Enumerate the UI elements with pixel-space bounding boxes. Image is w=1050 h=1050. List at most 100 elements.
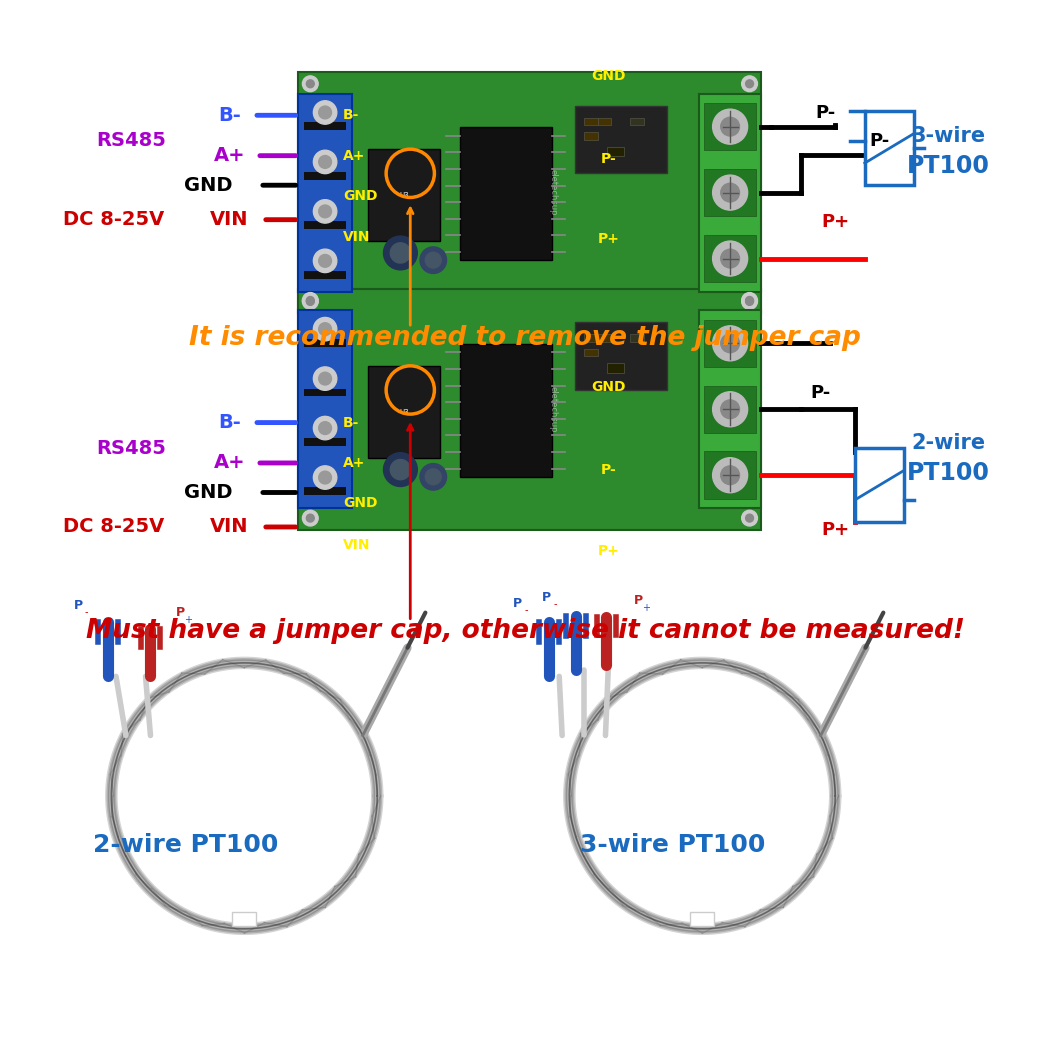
Circle shape	[746, 80, 754, 88]
Text: A+: A+	[214, 146, 246, 165]
Circle shape	[313, 417, 337, 440]
Bar	[865, 111, 915, 185]
Bar	[704, 103, 756, 150]
Bar	[303, 438, 346, 446]
Circle shape	[307, 80, 314, 88]
Text: GND: GND	[591, 69, 626, 83]
Circle shape	[302, 510, 318, 526]
Text: VIN: VIN	[342, 538, 371, 551]
Circle shape	[313, 249, 337, 273]
Bar	[597, 335, 611, 341]
Circle shape	[319, 372, 332, 385]
Circle shape	[391, 460, 411, 480]
Bar	[303, 388, 346, 397]
Text: -: -	[553, 600, 556, 609]
Text: P-: P-	[815, 104, 836, 122]
Bar	[585, 132, 597, 140]
Text: P-: P-	[601, 151, 616, 166]
Bar	[704, 452, 756, 499]
Text: Must have a jumper cap, otherwise it cannot be measured!: Must have a jumper cap, otherwise it can…	[85, 618, 965, 645]
Text: It is recommended to remove the jumper cap: It is recommended to remove the jumper c…	[189, 324, 861, 351]
Text: U3: U3	[399, 408, 408, 415]
Circle shape	[713, 326, 748, 361]
Text: PT100: PT100	[907, 461, 990, 485]
Circle shape	[713, 458, 748, 492]
Text: GND: GND	[184, 175, 232, 194]
Text: A+: A+	[342, 456, 365, 470]
Bar	[574, 106, 667, 173]
Circle shape	[302, 293, 318, 309]
Circle shape	[420, 247, 446, 273]
Bar	[585, 118, 597, 125]
Circle shape	[713, 242, 748, 276]
Text: PT100: PT100	[907, 153, 990, 177]
Circle shape	[319, 106, 332, 119]
Text: P: P	[175, 606, 185, 619]
Bar	[704, 169, 756, 216]
Bar	[597, 118, 611, 125]
Text: P: P	[513, 597, 523, 610]
Circle shape	[319, 322, 332, 336]
Bar	[232, 912, 256, 926]
Circle shape	[319, 471, 332, 484]
Bar	[368, 149, 440, 240]
Circle shape	[313, 200, 337, 223]
Bar	[303, 487, 346, 496]
Text: GND: GND	[591, 380, 626, 394]
Circle shape	[307, 296, 314, 304]
Circle shape	[319, 155, 332, 168]
Text: B-: B-	[342, 416, 359, 429]
Text: P: P	[633, 594, 643, 608]
Bar	[298, 93, 352, 292]
Circle shape	[713, 109, 748, 144]
Circle shape	[307, 514, 314, 522]
Circle shape	[720, 249, 739, 268]
Bar	[303, 339, 346, 347]
Text: RS485: RS485	[97, 439, 166, 458]
Bar	[460, 344, 551, 477]
Circle shape	[383, 236, 417, 270]
Circle shape	[746, 296, 754, 304]
Bar	[298, 311, 352, 508]
Circle shape	[302, 294, 318, 310]
Bar	[585, 335, 597, 341]
Bar	[303, 172, 346, 180]
Bar	[303, 222, 346, 229]
Bar	[691, 912, 714, 926]
Circle shape	[302, 76, 318, 91]
Bar	[303, 123, 346, 130]
Text: P: P	[542, 591, 551, 605]
Circle shape	[746, 297, 754, 306]
Text: U3: U3	[399, 192, 408, 198]
Text: P+: P+	[821, 213, 849, 231]
Text: P-: P-	[811, 384, 831, 402]
Text: GND: GND	[184, 483, 232, 502]
Circle shape	[319, 254, 332, 268]
Bar	[574, 322, 667, 390]
Circle shape	[391, 243, 411, 264]
Bar	[585, 349, 597, 356]
Circle shape	[741, 510, 757, 526]
Bar	[704, 235, 756, 282]
Circle shape	[425, 252, 441, 268]
Text: DC 8-25V: DC 8-25V	[63, 518, 164, 537]
Text: A+: A+	[214, 454, 246, 473]
Circle shape	[319, 205, 332, 217]
Text: DC 8-25V: DC 8-25V	[63, 210, 164, 229]
Text: 3-wire PT100: 3-wire PT100	[580, 833, 765, 857]
Bar	[368, 365, 440, 458]
Text: P+: P+	[821, 521, 849, 539]
Bar	[855, 448, 904, 522]
Circle shape	[313, 466, 337, 489]
Bar	[298, 289, 761, 530]
Circle shape	[313, 366, 337, 391]
Text: P+: P+	[597, 544, 620, 558]
Bar	[704, 385, 756, 433]
Text: 2-wire: 2-wire	[911, 434, 986, 454]
Text: B-: B-	[218, 413, 240, 432]
Text: 2-wire PT100: 2-wire PT100	[92, 833, 278, 857]
Circle shape	[746, 514, 754, 522]
Text: 3-wire: 3-wire	[911, 126, 986, 146]
Circle shape	[313, 150, 337, 173]
Circle shape	[319, 422, 332, 435]
